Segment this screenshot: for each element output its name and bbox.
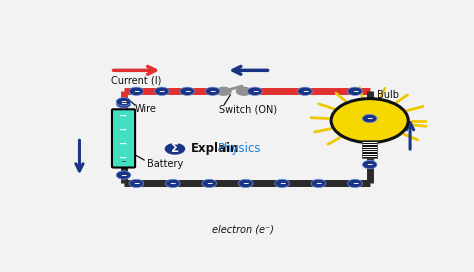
Text: −: − — [119, 125, 128, 135]
Text: −: − — [119, 153, 128, 163]
Circle shape — [216, 87, 232, 96]
Circle shape — [116, 98, 131, 106]
Text: −: − — [252, 87, 258, 96]
Circle shape — [247, 87, 262, 95]
Text: −: − — [170, 179, 176, 188]
Circle shape — [347, 87, 362, 95]
FancyBboxPatch shape — [112, 109, 135, 168]
Circle shape — [116, 100, 131, 108]
Text: −: − — [120, 171, 127, 180]
Text: −: − — [302, 87, 308, 96]
Text: −: − — [210, 87, 216, 96]
Text: Current (I): Current (I) — [111, 76, 162, 86]
Text: −: − — [159, 87, 165, 96]
Text: Wire: Wire — [135, 104, 156, 114]
Text: Battery: Battery — [147, 159, 183, 169]
Circle shape — [362, 160, 377, 169]
Text: −: − — [315, 179, 322, 188]
Text: −: − — [279, 179, 285, 188]
Text: −: − — [120, 99, 127, 108]
Circle shape — [165, 179, 180, 188]
Text: −: − — [352, 87, 358, 96]
Circle shape — [155, 87, 169, 95]
Text: Switch (ON): Switch (ON) — [219, 104, 277, 114]
Text: Explain: Explain — [191, 142, 239, 155]
Circle shape — [275, 179, 290, 188]
Text: −: − — [120, 159, 127, 165]
Circle shape — [298, 87, 312, 95]
Text: −: − — [366, 160, 373, 169]
Text: Physics: Physics — [219, 142, 262, 155]
Circle shape — [205, 87, 220, 95]
Text: −: − — [184, 87, 191, 96]
Text: −: − — [206, 179, 212, 188]
Text: −: − — [243, 179, 249, 188]
FancyBboxPatch shape — [362, 140, 377, 158]
Text: Bulb: Bulb — [377, 91, 399, 100]
Circle shape — [362, 114, 377, 123]
Circle shape — [129, 179, 144, 188]
Text: −: − — [366, 114, 373, 123]
Circle shape — [129, 87, 144, 95]
Circle shape — [331, 99, 408, 143]
Text: −: − — [133, 87, 139, 96]
Circle shape — [236, 87, 252, 96]
Text: −: − — [133, 179, 139, 188]
Text: −: − — [352, 179, 358, 188]
Text: Σ: Σ — [171, 142, 179, 155]
Circle shape — [164, 143, 185, 155]
Text: electron (e⁻): electron (e⁻) — [212, 224, 274, 234]
Circle shape — [116, 171, 131, 179]
Text: −: − — [119, 110, 128, 120]
Circle shape — [180, 87, 194, 95]
Circle shape — [202, 179, 217, 188]
Text: −: − — [120, 97, 127, 106]
Text: −: − — [119, 139, 128, 149]
Circle shape — [347, 179, 362, 188]
Circle shape — [311, 179, 326, 188]
Circle shape — [238, 179, 253, 188]
